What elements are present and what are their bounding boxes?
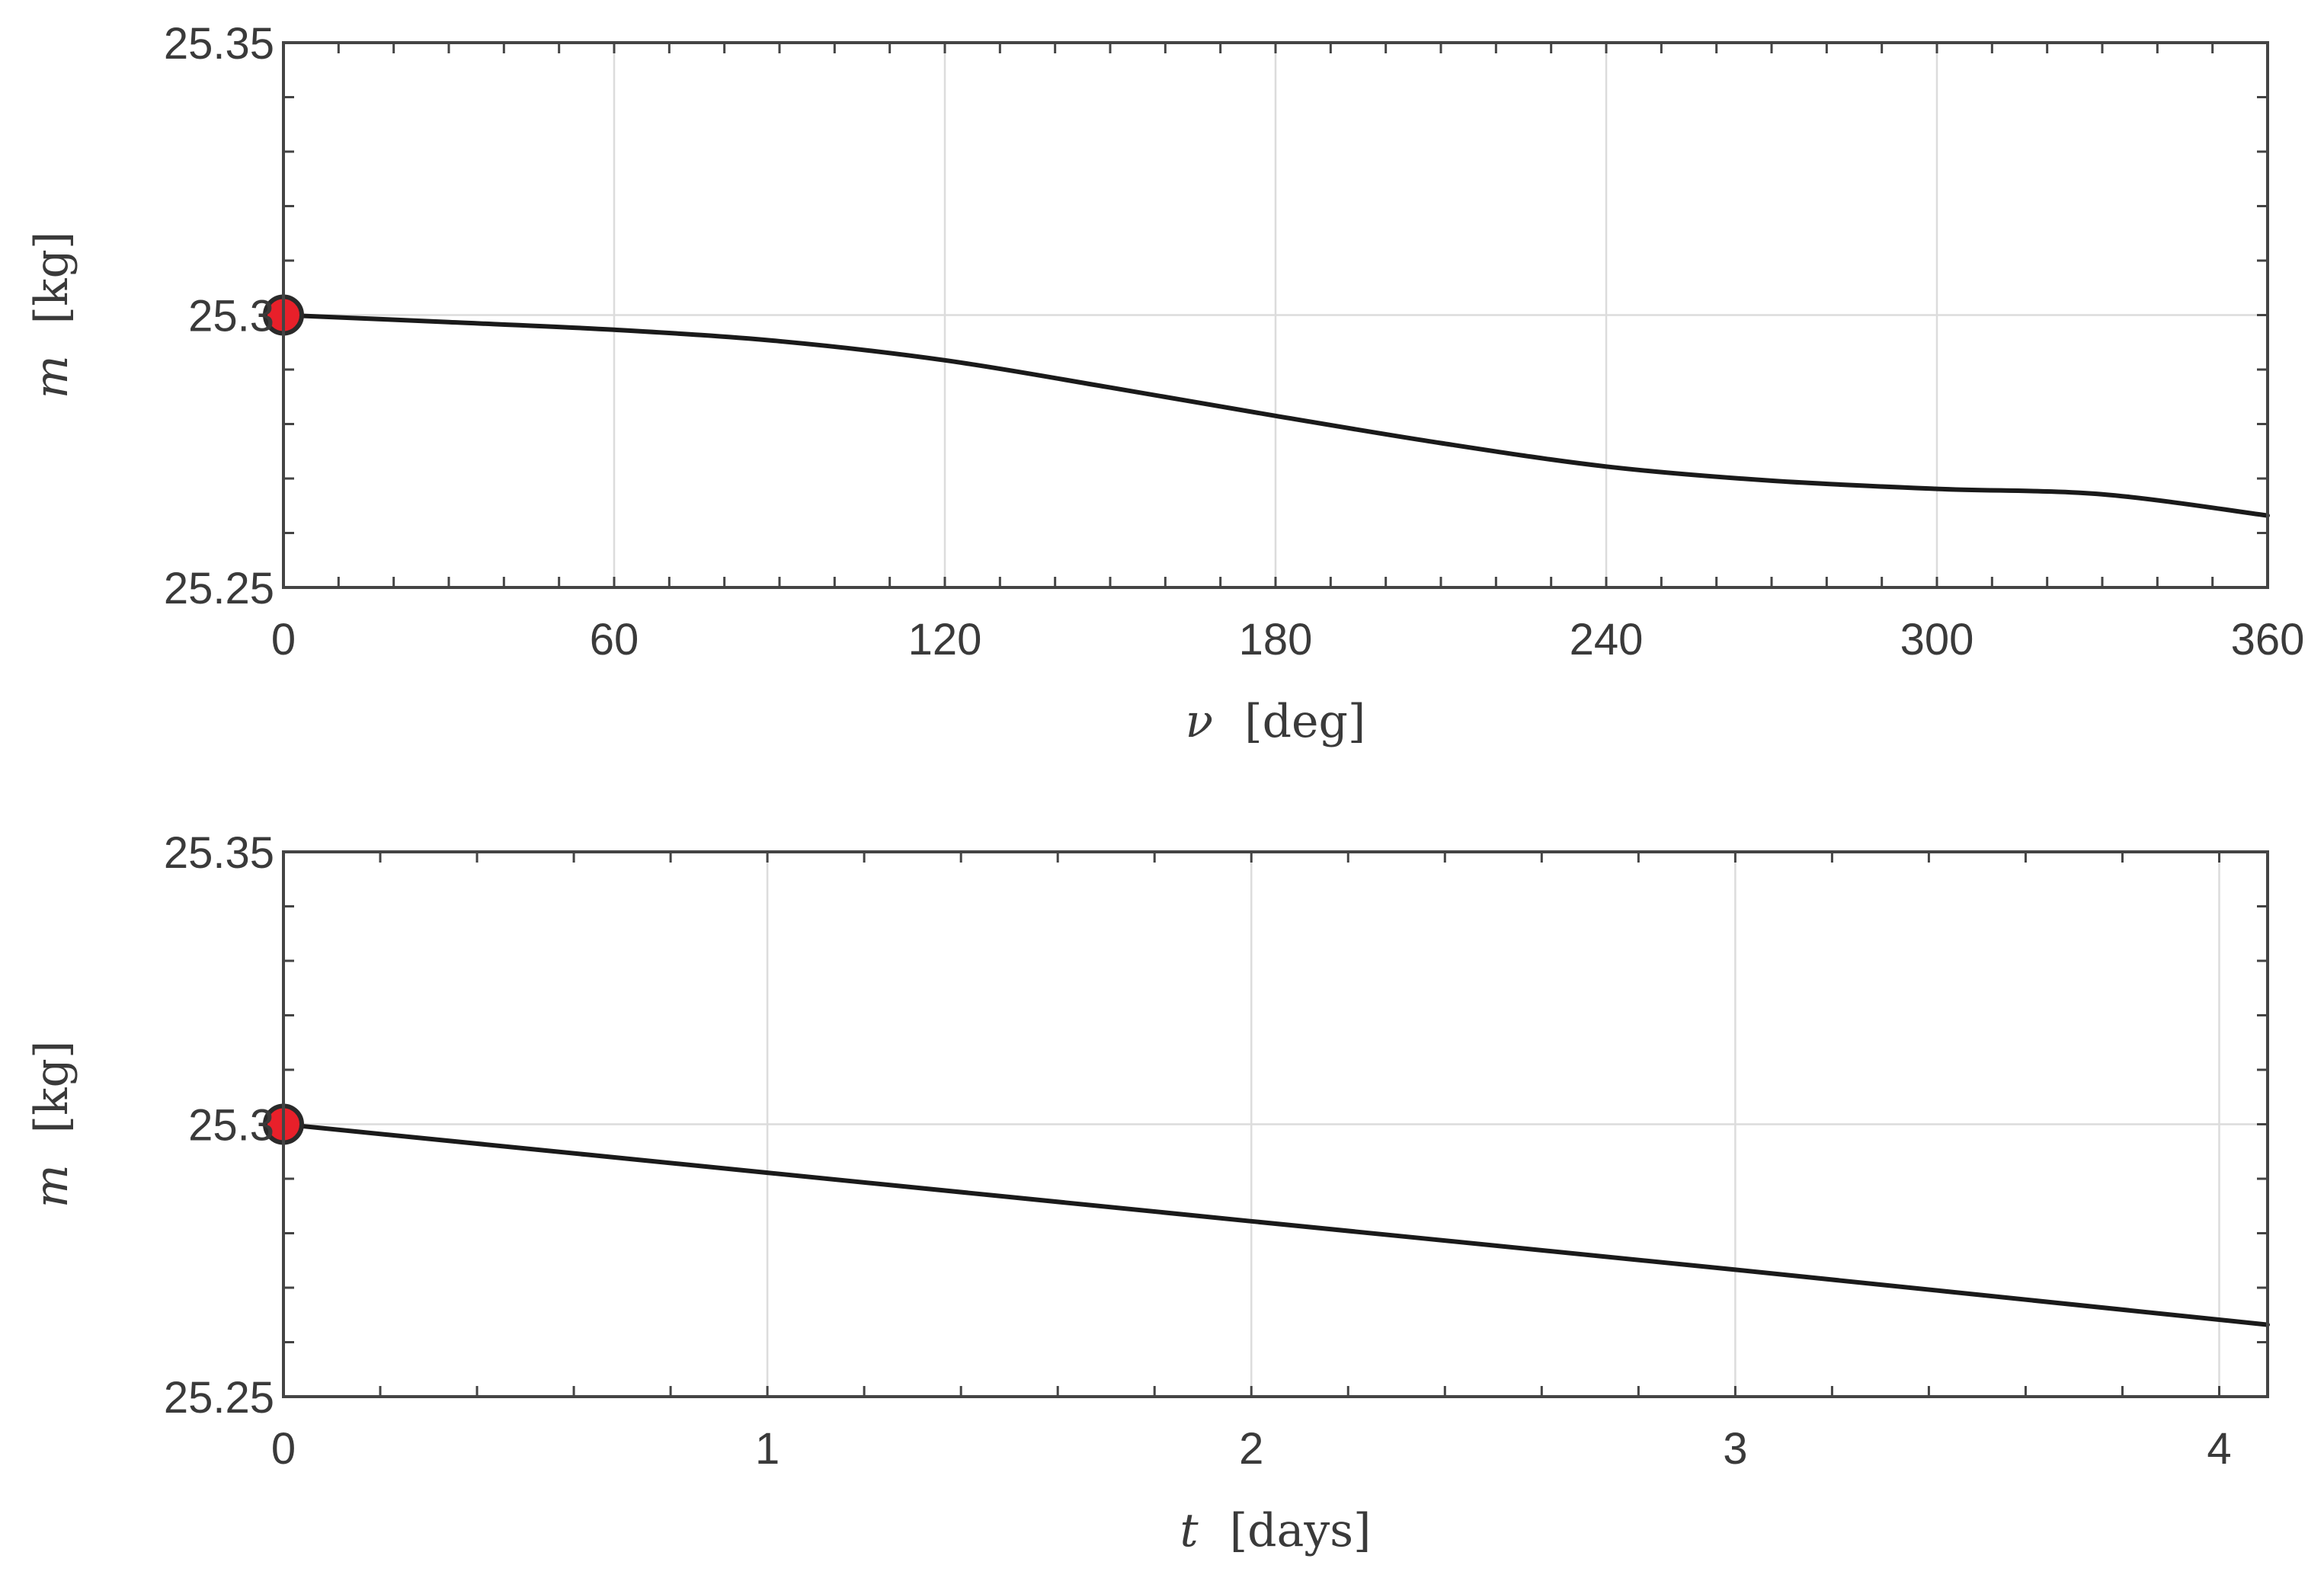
y-axis-label: m [kg] xyxy=(25,232,78,399)
x-axis-unit: [deg] xyxy=(1244,695,1365,748)
x-tick-label: 0 xyxy=(271,615,296,664)
y-tick-label: 25.3 xyxy=(188,1101,274,1151)
minor-ticks xyxy=(282,41,2269,589)
panel-mass-vs-time: 0 1 2 3 4 25.25 25.3 25.35 t [days] m [kg] xyxy=(25,828,2270,1557)
x-tick-label: 300 xyxy=(1900,615,1974,664)
x-tick-label: 3 xyxy=(1723,1424,1747,1474)
grid-lines xyxy=(283,43,2268,587)
x-axis-unit: [days] xyxy=(1230,1504,1372,1557)
y-axis-symbol: m xyxy=(25,1164,78,1208)
x-tick-label: 120 xyxy=(908,615,982,664)
x-tick-label: 360 xyxy=(2231,615,2305,664)
y-tick-label: 25.3 xyxy=(188,292,274,341)
y-axis-label: m [kg] xyxy=(25,1041,78,1208)
axes-frame xyxy=(282,41,2269,589)
panel-mass-vs-anomaly: 0 60 120 180 240 300 360 25.25 25.3 25.35 ν [deg… xyxy=(25,19,2304,748)
x-tick-label: 1 xyxy=(755,1424,779,1474)
series-line xyxy=(281,312,2270,518)
x-tick-label: 2 xyxy=(1239,1424,1263,1474)
x-tick-labels: 0 1 2 3 4 xyxy=(271,1424,2232,1474)
x-axis-label: ν [deg] xyxy=(1186,695,1366,748)
x-tick-label: 240 xyxy=(1570,615,1644,664)
series-line xyxy=(281,1122,2270,1327)
x-axis-label: t [days] xyxy=(1180,1504,1372,1557)
x-axis-symbol: t xyxy=(1180,1504,1199,1557)
x-tick-label: 60 xyxy=(590,615,639,664)
y-axis-symbol: m xyxy=(25,355,78,398)
x-tick-labels: 0 60 120 180 240 300 360 xyxy=(271,615,2305,664)
y-tick-label: 25.35 xyxy=(164,828,274,878)
axes-frame xyxy=(282,850,2269,1398)
x-tick-label: 0 xyxy=(271,1424,296,1474)
y-tick-label: 25.25 xyxy=(164,1373,274,1423)
y-axis-unit: [kg] xyxy=(25,1041,78,1134)
y-axis-unit: [kg] xyxy=(25,232,78,325)
data-marks xyxy=(263,1103,2270,1327)
data-marks xyxy=(263,294,2270,518)
y-tick-labels: 25.25 25.3 25.35 xyxy=(164,19,274,613)
y-tick-label: 25.35 xyxy=(164,19,274,69)
y-tick-label: 25.25 xyxy=(164,564,274,613)
x-tick-label: 180 xyxy=(1239,615,1313,664)
x-tick-label: 4 xyxy=(2207,1424,2231,1474)
x-axis-symbol: ν xyxy=(1186,695,1213,748)
y-tick-labels: 25.25 25.3 25.35 xyxy=(164,828,274,1423)
minor-ticks xyxy=(282,850,2268,1398)
grid-lines xyxy=(283,852,2268,1397)
